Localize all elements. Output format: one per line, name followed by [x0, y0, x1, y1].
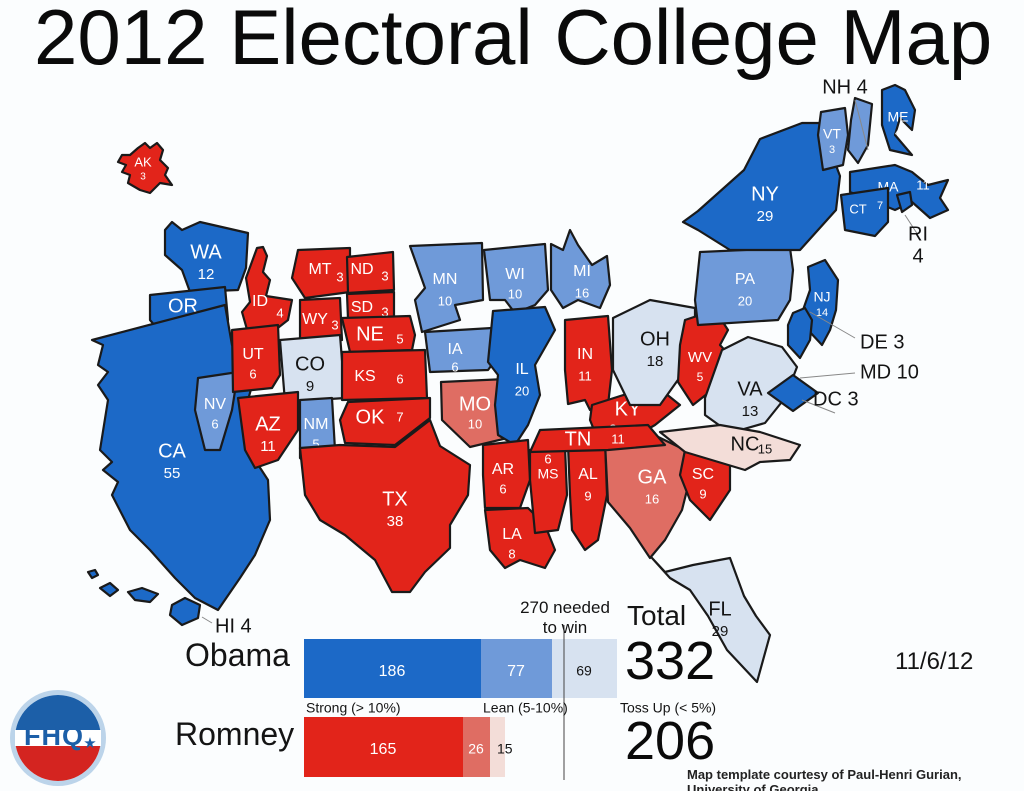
svg-text:26: 26 — [468, 741, 484, 757]
svg-text:3: 3 — [140, 172, 146, 183]
svg-text:VT: VT — [823, 126, 841, 142]
svg-text:4: 4 — [912, 245, 923, 267]
svg-text:NH 4: NH 4 — [822, 76, 868, 98]
svg-text:20: 20 — [738, 293, 752, 308]
svg-text:DC 3: DC 3 — [813, 388, 859, 410]
svg-text:11: 11 — [916, 177, 930, 192]
svg-text:3: 3 — [829, 144, 835, 156]
svg-text:18: 18 — [647, 353, 664, 370]
svg-text:CT: CT — [849, 201, 866, 216]
svg-text:NY: NY — [751, 183, 779, 205]
svg-text:NJ: NJ — [813, 289, 830, 305]
svg-text:SD: SD — [351, 299, 373, 316]
svg-text:FL: FL — [708, 598, 731, 620]
svg-text:15: 15 — [497, 741, 513, 757]
svg-text:5: 5 — [697, 370, 704, 384]
svg-text:11: 11 — [578, 368, 592, 383]
svg-text:NM: NM — [304, 416, 329, 433]
svg-text:5: 5 — [396, 331, 403, 346]
svg-text:SC: SC — [692, 466, 714, 483]
svg-text:16: 16 — [575, 285, 589, 300]
svg-text:10: 10 — [508, 286, 522, 301]
svg-text:Strong (> 10%): Strong (> 10%) — [306, 700, 401, 716]
svg-text:38: 38 — [387, 513, 404, 530]
svg-text:16: 16 — [645, 491, 659, 506]
svg-text:★: ★ — [83, 735, 96, 752]
svg-text:DE 3: DE 3 — [860, 331, 904, 353]
svg-text:Lean (5-10%): Lean (5-10%) — [483, 700, 568, 716]
svg-text:RI: RI — [908, 223, 928, 245]
svg-text:GA: GA — [638, 466, 668, 488]
svg-text:WY: WY — [302, 311, 328, 328]
svg-text:CO: CO — [295, 353, 325, 375]
svg-text:IA: IA — [447, 341, 462, 358]
svg-text:77: 77 — [507, 663, 525, 680]
svg-text:OK: OK — [356, 406, 386, 428]
svg-text:55: 55 — [164, 465, 181, 482]
svg-text:6: 6 — [211, 416, 218, 431]
svg-text:6: 6 — [451, 359, 458, 374]
svg-text:PA: PA — [735, 271, 755, 288]
svg-text:IL: IL — [515, 361, 528, 378]
svg-text:MO: MO — [459, 393, 491, 415]
svg-text:UT: UT — [242, 346, 264, 363]
svg-text:TN: TN — [565, 428, 592, 450]
svg-text:4: 4 — [276, 305, 283, 320]
svg-text:11: 11 — [260, 438, 276, 455]
svg-text:7: 7 — [396, 409, 403, 424]
svg-text:MD 10: MD 10 — [860, 361, 919, 383]
svg-text:186: 186 — [379, 663, 406, 680]
svg-text:TX: TX — [382, 488, 408, 510]
svg-text:LA: LA — [502, 526, 522, 543]
svg-text:ME: ME — [888, 109, 909, 125]
svg-text:9: 9 — [306, 378, 314, 395]
svg-text:9: 9 — [584, 488, 591, 503]
svg-text:FHQ: FHQ — [24, 721, 84, 751]
svg-text:165: 165 — [370, 741, 397, 758]
svg-text:8: 8 — [508, 546, 515, 561]
svg-text:7: 7 — [877, 200, 883, 212]
svg-text:CA: CA — [158, 440, 186, 462]
svg-text:AL: AL — [578, 466, 598, 483]
svg-text:13: 13 — [742, 403, 759, 420]
svg-text:KS: KS — [354, 368, 375, 385]
svg-text:ND: ND — [350, 261, 373, 278]
svg-text:6: 6 — [249, 366, 256, 381]
svg-text:HI 4: HI 4 — [215, 615, 252, 637]
svg-text:MT: MT — [308, 261, 331, 278]
svg-text:AR: AR — [492, 461, 514, 478]
svg-text:3: 3 — [331, 317, 338, 332]
svg-text:10: 10 — [438, 293, 452, 308]
svg-text:WV: WV — [688, 349, 712, 366]
svg-text:IN: IN — [577, 346, 593, 363]
svg-text:AZ: AZ — [255, 413, 281, 435]
svg-text:29: 29 — [757, 208, 774, 225]
svg-text:ID: ID — [252, 293, 268, 310]
svg-text:11: 11 — [611, 431, 625, 446]
svg-text:MS: MS — [538, 466, 559, 482]
svg-text:15: 15 — [758, 441, 772, 456]
svg-text:WA: WA — [190, 241, 222, 263]
svg-text:14: 14 — [816, 307, 828, 319]
svg-text:3: 3 — [381, 268, 388, 283]
svg-text:MN: MN — [433, 271, 458, 288]
svg-text:VA: VA — [737, 378, 763, 400]
svg-text:NV: NV — [204, 396, 227, 413]
svg-text:6: 6 — [499, 481, 506, 496]
svg-text:NE: NE — [356, 323, 384, 345]
svg-text:MI: MI — [573, 263, 591, 280]
svg-text:20: 20 — [515, 383, 529, 398]
svg-text:OH: OH — [640, 328, 670, 350]
svg-text:NC: NC — [731, 433, 760, 455]
svg-text:12: 12 — [198, 266, 215, 283]
svg-text:3: 3 — [336, 269, 343, 284]
svg-text:10: 10 — [468, 416, 482, 431]
svg-text:9: 9 — [699, 486, 706, 501]
svg-text:69: 69 — [576, 663, 592, 679]
svg-text:AK: AK — [134, 154, 152, 169]
svg-text:WI: WI — [505, 266, 525, 283]
svg-text:6: 6 — [544, 451, 551, 466]
svg-text:6: 6 — [396, 371, 403, 386]
svg-text:4: 4 — [895, 127, 901, 139]
